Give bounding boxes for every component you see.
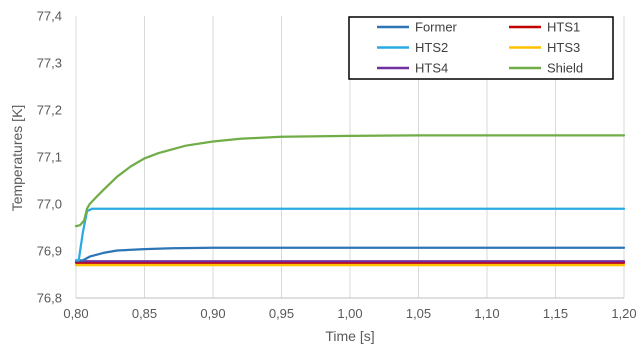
legend-label: HTS3 bbox=[547, 40, 580, 55]
y-tick-label: 77,3 bbox=[37, 56, 62, 71]
x-tick-label: 1,05 bbox=[406, 306, 431, 321]
x-axis-ticks: 0,80 0,85 0,90 0,95 1,00 1,05 1,10 1,15 1,20 bbox=[63, 306, 636, 321]
x-tick-label: 1,00 bbox=[337, 306, 362, 321]
legend-label: Former bbox=[415, 20, 458, 35]
legend-label: HTS4 bbox=[415, 61, 448, 76]
y-axis-title: Temperatures [K] bbox=[9, 105, 25, 212]
x-tick-label: 1,20 bbox=[611, 306, 636, 321]
y-tick-label: 76,8 bbox=[37, 291, 62, 306]
x-tick-label: 1,10 bbox=[474, 306, 499, 321]
y-axis-ticks: 76,8 76,9 77,0 77,1 77,2 77,3 77,4 bbox=[37, 9, 62, 306]
x-tick-label: 0,95 bbox=[269, 306, 294, 321]
legend-label: HTS1 bbox=[547, 20, 580, 35]
series-line-former bbox=[74, 246, 626, 262]
series-line-shield bbox=[74, 134, 626, 228]
x-tick-label: 0,85 bbox=[132, 306, 157, 321]
legend-label: HTS2 bbox=[415, 40, 448, 55]
y-tick-label: 77,2 bbox=[37, 103, 62, 118]
series-layer bbox=[74, 134, 626, 267]
y-tick-label: 77,1 bbox=[37, 150, 62, 165]
x-tick-label: 0,90 bbox=[200, 306, 225, 321]
y-tick-label: 76,9 bbox=[37, 244, 62, 259]
y-tick-label: 77,4 bbox=[37, 9, 62, 24]
x-tick-label: 0,80 bbox=[63, 306, 88, 321]
chart-legend: Former HTS1 HTS2 HTS3 HTS4 Shield bbox=[348, 16, 614, 80]
legend-label: Shield bbox=[547, 61, 583, 76]
x-axis-title: Time [s] bbox=[325, 328, 374, 344]
x-tick-label: 1,15 bbox=[543, 306, 568, 321]
y-tick-label: 77,0 bbox=[37, 197, 62, 212]
